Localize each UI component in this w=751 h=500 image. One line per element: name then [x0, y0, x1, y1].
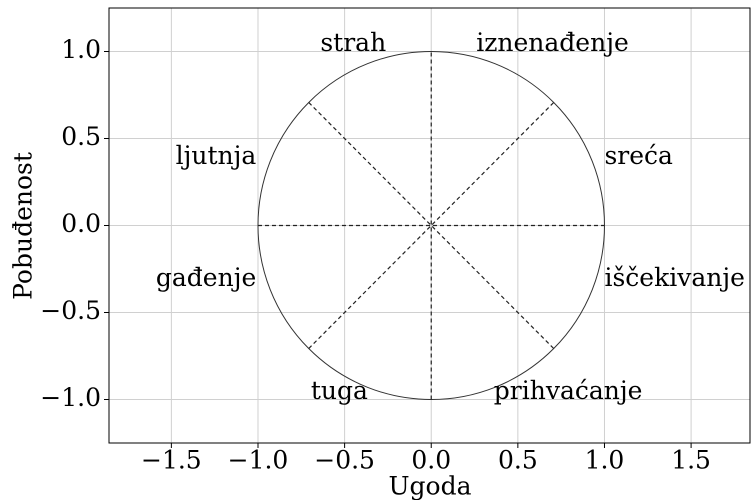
annotation: prihvaćanje [494, 376, 643, 405]
y-tick-label: 0.0 [61, 209, 101, 238]
annotation: tuga [311, 376, 368, 405]
dashed-line [308, 102, 555, 349]
annotation: iščekivanje [604, 263, 744, 292]
x-tick-label: 1.5 [671, 446, 711, 475]
y-axis-label: Pobuđenost [9, 152, 38, 300]
plot-frame [108, 7, 751, 444]
y-tick-label: −0.5 [40, 296, 101, 325]
y-tick-label: −1.0 [40, 383, 101, 412]
annotation: iznenađenje [476, 28, 629, 57]
x-tick-label: −0.5 [314, 446, 375, 475]
x-tick-label: −1.0 [228, 446, 289, 475]
annotation: gađenje [156, 263, 256, 292]
annotation: ljutnja [176, 141, 257, 170]
annotation: sreća [604, 141, 673, 170]
x-tick-label: 0.0 [411, 446, 451, 475]
annotation: strah [320, 28, 386, 57]
y-tick-label: 1.0 [61, 35, 101, 64]
dashed-line [308, 102, 555, 349]
x-tick-label: 1.0 [585, 446, 625, 475]
x-tick-label: −1.5 [141, 446, 202, 475]
y-tick-label: 0.5 [61, 122, 101, 151]
x-tick-label: 0.5 [498, 446, 538, 475]
x-axis-label: Ugoda [388, 472, 471, 500]
